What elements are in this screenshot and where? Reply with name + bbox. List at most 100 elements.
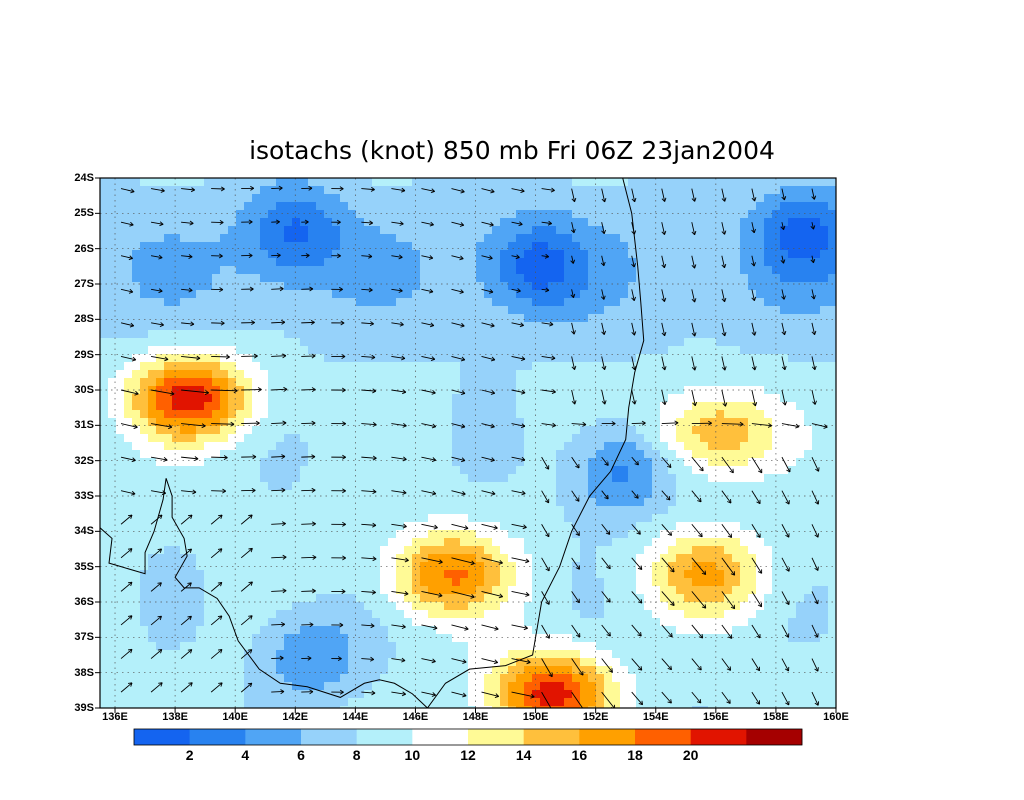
isotach-cell — [148, 434, 157, 443]
isotach-cell — [252, 690, 261, 699]
isotach-cell — [340, 306, 349, 315]
isotach-cell — [140, 466, 149, 475]
isotach-cell — [372, 586, 381, 595]
isotach-cell — [212, 634, 221, 643]
isotach-cell — [484, 362, 493, 371]
isotach-cell — [412, 266, 421, 275]
isotach-cell — [492, 498, 501, 507]
isotach-cell — [292, 570, 301, 579]
isotach-cell — [484, 418, 493, 427]
isotach-cell — [228, 210, 237, 219]
isotach-cell — [404, 658, 413, 667]
isotach-cell — [132, 178, 141, 187]
isotach-cell — [420, 570, 429, 579]
isotach-cell — [348, 418, 357, 427]
isotach-cell — [180, 674, 189, 683]
isotach-cell — [356, 642, 365, 651]
isotach-cell — [244, 242, 253, 251]
isotach-cell — [196, 378, 205, 387]
isotach-cell — [324, 442, 333, 451]
isotach-cell — [276, 322, 285, 331]
isotach-cell — [508, 474, 517, 483]
isotach-cell — [620, 226, 629, 235]
isotach-cell — [684, 234, 693, 243]
isotach-cell — [620, 450, 629, 459]
isotach-cell — [284, 378, 293, 387]
isotach-cell — [284, 538, 293, 547]
isotach-cell — [260, 618, 269, 627]
isotach-cell — [276, 218, 285, 227]
isotach-cell — [252, 474, 261, 483]
isotach-cell — [468, 706, 477, 708]
isotach-cell — [156, 394, 165, 403]
isotach-cell — [428, 562, 437, 571]
isotach-cell — [116, 242, 125, 251]
isotach-cell — [156, 610, 165, 619]
isotach-cell — [492, 698, 501, 707]
isotach-cell — [676, 314, 685, 323]
isotach-cell — [476, 682, 485, 691]
isotach-cell — [612, 402, 621, 411]
isotach-cell — [612, 178, 621, 187]
isotach-cell — [236, 666, 245, 675]
isotach-cell — [236, 490, 245, 499]
isotach-cell — [636, 690, 645, 699]
isotach-cell — [444, 658, 453, 667]
isotach-cell — [396, 522, 405, 531]
isotach-cell — [260, 690, 269, 699]
isotach-cell — [468, 522, 477, 531]
isotach-cell — [644, 410, 653, 419]
isotach-cell — [428, 578, 437, 587]
isotach-cell — [252, 258, 261, 267]
isotach-cell — [172, 234, 181, 243]
isotach-cell — [444, 330, 453, 339]
isotach-cell — [436, 482, 445, 491]
isotach-cell — [268, 490, 277, 499]
isotach-cell — [220, 362, 229, 371]
isotach-cell — [100, 306, 109, 315]
isotach-cell — [636, 226, 645, 235]
isotach-cell — [116, 226, 125, 235]
isotach-cell — [620, 306, 629, 315]
isotach-cell — [484, 482, 493, 491]
isotach-cell — [364, 258, 373, 267]
isotach-cell — [420, 314, 429, 323]
isotach-cell — [436, 226, 445, 235]
isotach-cell — [388, 450, 397, 459]
isotach-cell — [668, 658, 677, 667]
isotach-cell — [588, 450, 597, 459]
isotach-cell — [508, 570, 517, 579]
isotach-cell — [628, 290, 637, 299]
isotach-cell — [548, 674, 557, 683]
isotach-cell — [332, 634, 341, 643]
isotach-cell — [124, 674, 133, 683]
isotach-cell — [380, 218, 389, 227]
isotach-cell — [692, 178, 701, 187]
isotach-cell — [452, 258, 461, 267]
isotach-cell — [612, 466, 621, 475]
isotach-cell — [196, 210, 205, 219]
isotach-cell — [340, 346, 349, 355]
isotach-cell — [124, 242, 133, 251]
isotach-cell — [484, 610, 493, 619]
isotach-cell — [268, 546, 277, 555]
isotach-cell — [164, 226, 173, 235]
isotach-cell — [428, 402, 437, 411]
isotach-cell — [156, 650, 165, 659]
isotach-cell — [100, 258, 109, 267]
isotach-cell — [268, 250, 277, 259]
isotach-cell — [340, 674, 349, 683]
isotach-cell — [396, 402, 405, 411]
isotach-cell — [308, 378, 317, 387]
isotach-cell — [380, 274, 389, 283]
isotach-cell — [172, 338, 181, 347]
isotach-cell — [348, 594, 357, 603]
isotach-cell — [572, 434, 581, 443]
isotach-cell — [636, 546, 645, 555]
isotach-cell — [196, 314, 205, 323]
isotach-cell — [532, 594, 541, 603]
isotach-cell — [412, 378, 421, 387]
isotach-cell — [420, 706, 429, 708]
isotach-cell — [564, 490, 573, 499]
isotach-cell — [428, 490, 437, 499]
